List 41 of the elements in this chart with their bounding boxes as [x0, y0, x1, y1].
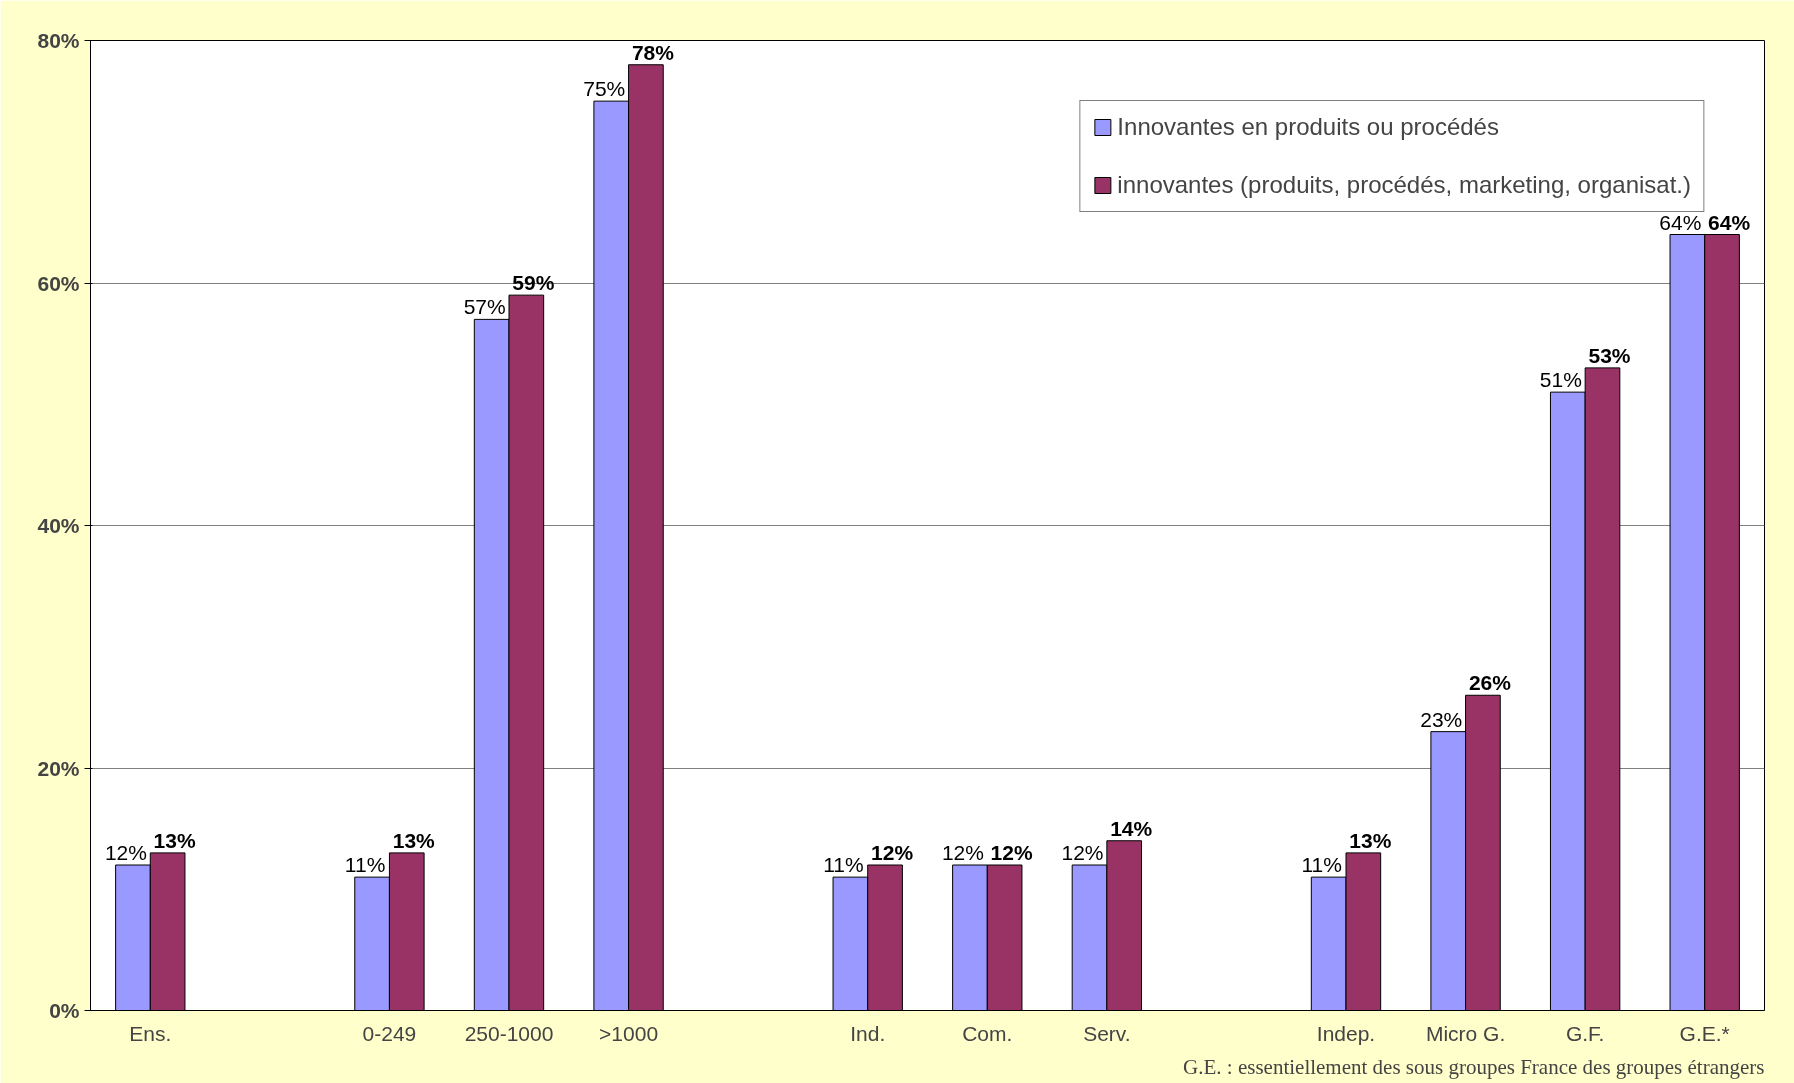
y-tick-label: 20%	[37, 756, 80, 780]
x-tick-label: 250-1000	[464, 1021, 554, 1045]
x-tick-label: Micro G.	[1425, 1021, 1506, 1045]
x-tick-label: Ind.	[850, 1021, 886, 1045]
y-tick-label: 60%	[37, 271, 80, 295]
y-tick-label: 80%	[37, 29, 80, 52]
x-tick-label: Serv.	[1083, 1021, 1131, 1045]
data-label: 75%	[583, 77, 626, 101]
data-label: 53%	[1588, 343, 1631, 367]
text: G.E. : essentiellement des sous groupes France des groupes étrangers	[1183, 1054, 1765, 1079]
data-label: 12%	[871, 841, 914, 864]
x-tick-label: Com.	[962, 1021, 1013, 1045]
data-label: 12%	[990, 841, 1033, 864]
legend-label: Innovantes en produits ou procédés	[1117, 113, 1499, 141]
data-label: 14%	[1110, 816, 1153, 840]
data-label: 51%	[1539, 368, 1582, 392]
x-tick-label: >1000	[599, 1021, 659, 1045]
x-tick-label: G.F.	[1565, 1021, 1605, 1045]
legend-label: innovantes (produits, procédés, marketing, organisat.)	[1117, 171, 1691, 199]
data-label: 12%	[941, 841, 984, 864]
data-label: 64%	[1659, 210, 1702, 234]
data-label: 59%	[512, 271, 555, 295]
x-tick-label: G.E.*	[1679, 1021, 1730, 1045]
data-label: 64%	[1708, 210, 1751, 234]
data-label: 57%	[463, 295, 506, 319]
y-tick-label: 0%	[49, 999, 80, 1022]
data-label: 13%	[153, 828, 196, 852]
data-label: 11%	[344, 853, 386, 877]
data-label: 13%	[1349, 828, 1392, 852]
data-label: 11%	[1301, 853, 1342, 877]
x-tick-label: Indep.	[1316, 1021, 1376, 1045]
x-tick-label: 0-249	[362, 1021, 417, 1045]
data-label: 78%	[631, 40, 675, 64]
y-tick-label: 40%	[37, 514, 80, 537]
data-label: 26%	[1468, 671, 1512, 695]
x-tick-label: Ens.	[129, 1021, 172, 1045]
data-label: 12%	[1061, 841, 1104, 864]
data-label: 12%	[104, 841, 147, 864]
data-label: 23%	[1420, 707, 1463, 731]
data-label: 13%	[392, 828, 436, 852]
data-label: 11%	[823, 853, 864, 877]
